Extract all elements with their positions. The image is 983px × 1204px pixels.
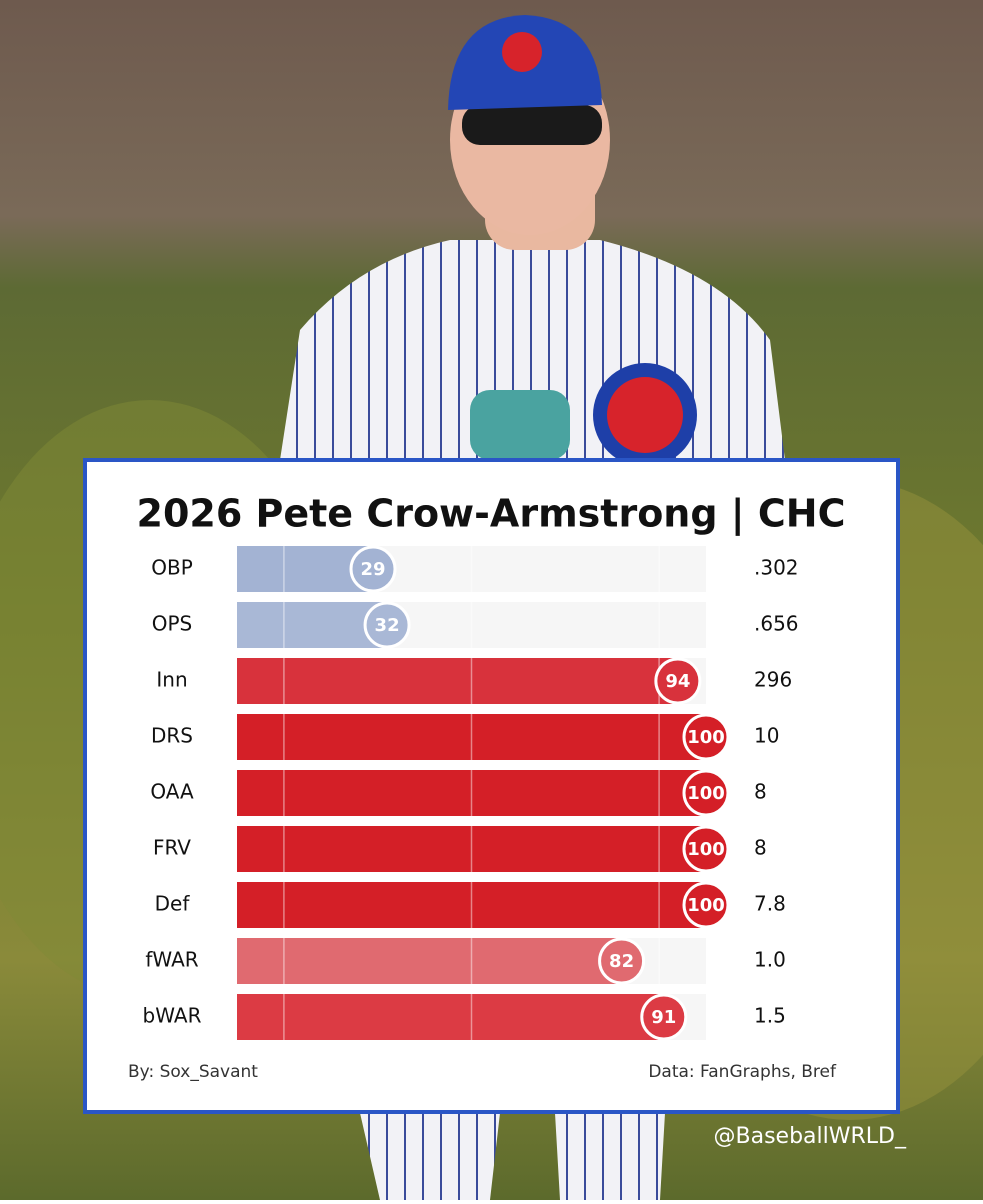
credit: By: Sox_Savant [128, 1062, 258, 1082]
category-label: Inn [156, 668, 187, 692]
percentile-label: 94 [665, 671, 690, 692]
stat-value: 7.8 [754, 892, 786, 916]
category-label: OPS [152, 612, 193, 636]
category-label: OAA [150, 780, 194, 804]
percentile-marker [598, 937, 646, 985]
percentile-label: 32 [375, 615, 400, 636]
percentile-marker [363, 601, 411, 649]
stat-value: 1.5 [754, 1004, 786, 1028]
percentile-label: 91 [651, 1007, 676, 1028]
percentile-marker [349, 545, 397, 593]
category-label: bWAR [143, 1004, 202, 1028]
category-label: Def [155, 892, 191, 916]
stat-value: .656 [754, 612, 799, 636]
percentile-label: 100 [687, 727, 725, 748]
bar [237, 714, 706, 760]
percentile-marker [682, 881, 730, 929]
bar [237, 770, 706, 816]
category-label: OBP [151, 556, 193, 580]
watermark: @BaseballWRLD_ [714, 1124, 907, 1149]
bar [237, 658, 678, 704]
stat-value: 8 [754, 836, 767, 860]
bar [237, 826, 706, 872]
percentile-marker [640, 993, 688, 1041]
bar [237, 882, 706, 928]
bar [237, 938, 622, 984]
stat-value: 296 [754, 668, 792, 692]
stat-value: 8 [754, 780, 767, 804]
stat-value: 1.0 [754, 948, 786, 972]
stat-value: 10 [754, 724, 779, 748]
percentile-marker [682, 713, 730, 761]
percentile-label: 82 [609, 951, 634, 972]
plot: OBP .302 OPS .656 Inn 296 DRS 10 OAA 8 FRV 8 Def 7.8 f… [143, 545, 799, 1041]
percentile-label: 100 [687, 895, 725, 916]
percentile-marker [682, 769, 730, 817]
percentile-label: 100 [687, 839, 725, 860]
source: Data: FanGraphs, Bref [648, 1062, 837, 1082]
percentile-label: 29 [360, 559, 385, 580]
bar [237, 994, 664, 1040]
category-label: fWAR [145, 948, 198, 972]
stat-value: .302 [754, 556, 799, 580]
bar [237, 602, 388, 648]
percentile-marker [682, 825, 730, 873]
chart-title: 2026 Pete Crow-Armstrong | CHC [137, 492, 846, 537]
percentile-label: 100 [687, 783, 725, 804]
category-label: DRS [151, 724, 193, 748]
category-label: FRV [153, 836, 191, 860]
percentile-marker [654, 657, 702, 705]
